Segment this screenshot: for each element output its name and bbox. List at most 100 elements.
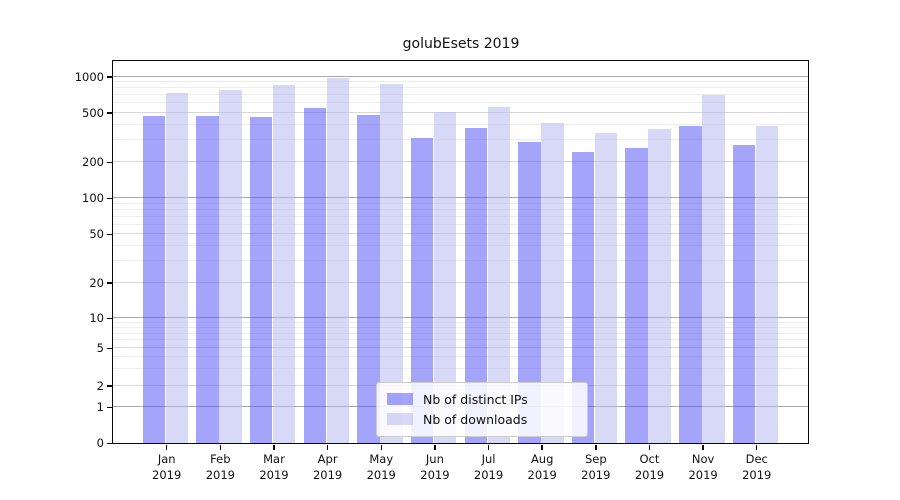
x-tick-label: Apr 2019 — [312, 452, 343, 482]
bar-sep-distinct-ips — [571, 152, 595, 443]
x-tick-mark — [595, 445, 597, 450]
plot-area: Nb of distinct IPs Nb of downloads — [112, 60, 809, 444]
x-tick-mark — [165, 445, 168, 450]
y-tick-mark — [107, 406, 112, 409]
gridline-minor — [113, 202, 808, 204]
y-tick-mark — [107, 385, 112, 387]
y-tick-mark — [107, 442, 112, 444]
x-tick-label: Mar 2019 — [259, 452, 289, 482]
bar-jun-downloads — [433, 111, 457, 443]
y-tick-mark — [107, 161, 112, 164]
legend-item-distinct-ips: Nb of distinct IPs — [387, 389, 577, 409]
x-tick-mark — [702, 445, 704, 450]
y-axis-labels: 0 1 2 5 10 20 50 100 200 500 1000 — [30, 61, 104, 450]
y-tick-label: 200 — [82, 155, 104, 170]
bar-jul-downloads — [487, 107, 511, 443]
gridline-major — [113, 347, 808, 349]
legend-label-distinct-ips: Nb of distinct IPs — [423, 391, 528, 407]
bar-jun-distinct-ips — [410, 138, 434, 443]
y-tick-mark — [107, 112, 112, 114]
x-tick-mark — [755, 445, 758, 450]
x-tick-label: Aug 2019 — [527, 452, 557, 482]
x-tick-mark — [326, 445, 329, 450]
gridline-minor — [113, 368, 808, 370]
bar-nov-downloads — [702, 95, 725, 443]
bar-may-distinct-ips — [357, 114, 380, 443]
y-tick-mark — [107, 347, 112, 350]
bar-feb-distinct-ips — [196, 115, 219, 443]
bar-nov-distinct-ips — [679, 126, 702, 443]
gridline-minor — [113, 332, 808, 334]
x-tick-label: Nov 2019 — [688, 452, 718, 482]
gridline-minor — [113, 139, 808, 141]
chart-title: golubEsets 2019 — [402, 36, 520, 52]
y-tick-mark — [107, 233, 112, 236]
x-tick-label: May 2019 — [366, 452, 396, 482]
legend: Nb of distinct IPs Nb of downloads — [376, 382, 588, 437]
gridline-minor — [113, 94, 808, 96]
x-tick-mark — [380, 445, 382, 450]
y-tick-label: 10 — [89, 311, 104, 326]
bar-mar-downloads — [272, 85, 296, 443]
y-tick-label: 1 — [96, 400, 104, 415]
gridline-major — [113, 75, 808, 77]
legend-swatch-distinct-ips-icon — [387, 393, 413, 405]
x-tick-label: Jul 2019 — [473, 452, 504, 482]
bar-aug-downloads — [541, 122, 564, 443]
gridline-minor — [113, 102, 808, 104]
gridline-major — [113, 317, 808, 319]
gridline-minor — [113, 81, 808, 83]
x-tick-mark — [273, 445, 275, 450]
y-tick-mark — [107, 317, 112, 320]
bar-apr-downloads — [326, 77, 350, 443]
legend-swatch-downloads-icon — [387, 413, 413, 425]
y-tick-label: 2 — [96, 378, 104, 393]
gridline-major — [113, 197, 808, 199]
gridline-major — [113, 111, 808, 113]
gridline-major — [113, 281, 808, 283]
x-tick-mark — [487, 445, 490, 450]
x-tick-label: Sep 2019 — [581, 452, 611, 482]
gridline-minor — [113, 87, 808, 89]
bar-mar-distinct-ips — [249, 117, 273, 443]
x-tick-label: Jun 2019 — [420, 452, 450, 482]
gridline-minor — [113, 327, 808, 329]
gridline-minor — [113, 223, 808, 225]
gridline-minor — [113, 356, 808, 358]
gridline-minor — [113, 123, 808, 125]
bar-jan-downloads — [165, 92, 189, 443]
gridline-major — [113, 233, 808, 235]
gridline-minor — [113, 215, 808, 217]
y-tick-mark — [107, 197, 112, 200]
gridline-major — [113, 161, 808, 163]
legend-label-downloads: Nb of downloads — [423, 411, 528, 427]
bar-sep-downloads — [594, 132, 618, 443]
gridline-minor — [113, 260, 808, 262]
x-tick-mark — [219, 445, 222, 450]
x-tick-label: Jan 2019 — [152, 452, 182, 482]
y-tick-label: 1000 — [74, 69, 104, 84]
x-tick-mark — [648, 445, 651, 450]
gridline-minor — [113, 322, 808, 323]
x-tick-mark — [434, 445, 436, 450]
bar-feb-downloads — [219, 89, 242, 443]
bar-may-downloads — [380, 84, 403, 443]
y-tick-label: 0 — [96, 436, 104, 450]
bar-aug-distinct-ips — [518, 142, 541, 443]
y-tick-label: 500 — [82, 105, 104, 120]
gridline-minor — [113, 339, 808, 341]
gridline-minor — [113, 245, 808, 247]
y-tick-label: 100 — [82, 191, 104, 206]
x-tick-label: Oct 2019 — [634, 452, 665, 482]
bar-apr-distinct-ips — [303, 107, 327, 443]
x-tick-label: Feb 2019 — [205, 452, 235, 482]
bar-oct-distinct-ips — [625, 148, 648, 443]
bar-dec-downloads — [755, 126, 779, 443]
legend-item-downloads: Nb of downloads — [387, 409, 577, 429]
y-tick-label: 50 — [89, 227, 104, 242]
bar-dec-distinct-ips — [732, 144, 756, 443]
x-tick-mark — [541, 445, 543, 450]
y-tick-label: 20 — [89, 275, 104, 290]
y-tick-mark — [107, 282, 112, 284]
